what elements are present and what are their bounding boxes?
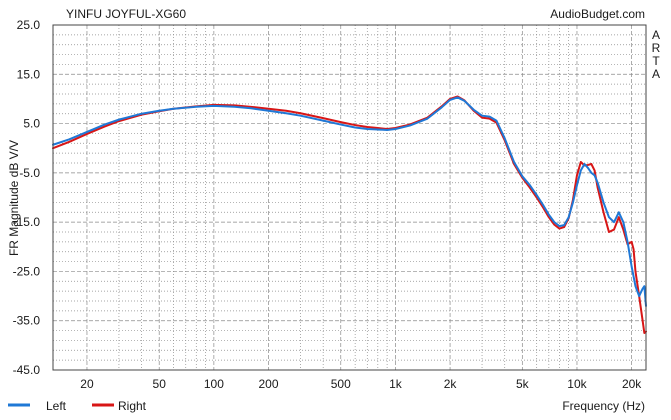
x-tick-label: 2k — [444, 377, 458, 391]
x-tick-label: 100 — [204, 377, 224, 391]
y-tick-label: -15.0 — [13, 215, 41, 229]
x-tick-label: 50 — [153, 377, 167, 391]
plot-frame — [52, 24, 647, 371]
arta-letter: A — [652, 28, 660, 42]
y-tick-label: 25.0 — [17, 18, 41, 32]
arta-letter: T — [652, 54, 660, 68]
y-tick-label: -25.0 — [13, 264, 41, 278]
x-tick-label: 500 — [331, 377, 351, 391]
chart-title: YINFU JOYFUL-XG60 — [66, 7, 186, 21]
arta-letter: A — [652, 67, 660, 81]
x-tick-label: 5k — [516, 377, 530, 391]
x-tick-label: 1k — [389, 377, 403, 391]
y-tick-label: 5.0 — [23, 117, 40, 131]
series-lines — [52, 95, 647, 335]
legend: Left Right — [8, 399, 147, 413]
x-tick-label: 20 — [80, 377, 94, 391]
x-tick-label: 10k — [567, 377, 587, 391]
x-axis-label: Frequency (Hz) — [562, 399, 645, 413]
y-axis-label: FR Magnitude dB V/V — [7, 140, 21, 256]
y-tick-label: -35.0 — [13, 314, 41, 328]
tick-labels: 25.0 15.0 5.0 -5.0 -15.0 -25.0 -35.0 -45.0 20 50 1… — [13, 18, 643, 391]
source-label: AudioBudget.com — [550, 7, 645, 21]
y-tick-label: -45.0 — [13, 363, 41, 377]
arta-label: A R T A — [652, 28, 661, 81]
x-tick-label: 20k — [622, 377, 642, 391]
grid-lines — [53, 25, 646, 370]
legend-label-left: Left — [46, 399, 67, 413]
y-tick-label: -5.0 — [19, 166, 40, 180]
y-tick-label: 15.0 — [17, 67, 41, 81]
series-line-left — [52, 96, 647, 307]
x-tick-label: 200 — [259, 377, 279, 391]
arta-letter: R — [652, 41, 661, 55]
legend-label-right: Right — [118, 399, 147, 413]
